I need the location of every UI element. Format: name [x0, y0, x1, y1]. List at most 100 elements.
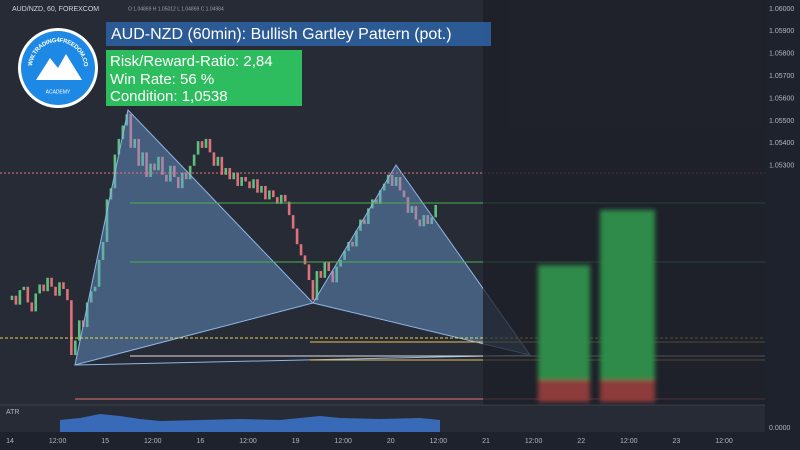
title-box [106, 22, 491, 46]
candle [10, 295, 14, 300]
candle [54, 286, 57, 296]
candle [30, 302, 34, 312]
time-label: 21 [482, 438, 490, 445]
blurred-boxes [538, 210, 655, 402]
candle [133, 138, 137, 148]
candle [74, 340, 77, 356]
candle [208, 138, 212, 153]
candle [331, 271, 335, 283]
stop-box [538, 380, 590, 402]
candle [200, 141, 204, 148]
candle [363, 219, 366, 225]
candle [117, 138, 121, 155]
candle [299, 244, 303, 256]
candle [62, 282, 65, 289]
candle [212, 152, 216, 166]
candle [77, 320, 81, 341]
candle [323, 262, 327, 278]
candle [335, 266, 338, 283]
candle [50, 277, 53, 287]
target-box [600, 210, 655, 380]
candle [14, 295, 18, 305]
candle [18, 290, 22, 305]
atr-histogram [60, 414, 440, 432]
price-label: 1.05300 [769, 163, 794, 170]
candle [248, 181, 251, 189]
candle [169, 165, 172, 182]
candle [228, 168, 232, 180]
candle [224, 168, 228, 175]
logo-mountain [36, 54, 82, 80]
candle [398, 177, 402, 191]
stat-line: Risk/Reward-Ratio: 2,84 [110, 53, 273, 70]
pattern-xab [74, 108, 314, 366]
candle [347, 241, 350, 251]
candle [66, 289, 69, 301]
time-label: 22 [577, 438, 585, 445]
candle [402, 190, 406, 198]
target-box [538, 265, 590, 380]
time-label: 12:00 [620, 438, 638, 445]
candle [220, 156, 224, 175]
atr-axis-label: 0.0000 [769, 425, 791, 432]
stats-box [106, 50, 302, 106]
price-label: 1.05700 [769, 73, 794, 80]
candle [378, 190, 382, 204]
candle [374, 199, 378, 204]
price-label: 1.05500 [769, 118, 794, 125]
candle [434, 205, 437, 218]
candle [386, 174, 390, 184]
time-label: 19 [292, 438, 300, 445]
candle [204, 138, 208, 148]
candle [34, 293, 38, 312]
time-label: 20 [387, 438, 395, 445]
ohlc: O 1.04869 H 1.05012 L 1.04869 C 1.04984 [128, 6, 224, 12]
pattern-xd [74, 354, 531, 366]
candle [295, 228, 299, 245]
candle [394, 177, 398, 186]
candle [157, 156, 160, 171]
candle [327, 262, 331, 272]
candle [58, 282, 61, 296]
overlay-title: AUD-NZD (60min): Bullish Gartley Pattern… [111, 26, 452, 43]
candle [153, 163, 156, 171]
candle [414, 206, 418, 220]
time-label: 12:00 [49, 438, 67, 445]
candle [406, 197, 410, 213]
candle [121, 125, 125, 139]
candle [252, 179, 255, 189]
time-label: 14 [6, 438, 14, 445]
price-label: 1.05600 [769, 95, 794, 102]
symbol: AUD/NZD, 60, FOREXCOM [12, 6, 99, 13]
candle [196, 141, 200, 155]
candle [291, 215, 295, 229]
stop-box [600, 380, 655, 402]
stat-line: Win Rate: 56 % [110, 71, 214, 88]
candle [22, 286, 26, 291]
candle [105, 199, 109, 242]
price-axis [765, 0, 800, 450]
candle [390, 174, 394, 186]
candles [10, 114, 437, 356]
candle [46, 277, 49, 292]
candle [264, 185, 267, 200]
price-label: 1.05400 [769, 140, 794, 147]
candle [38, 284, 41, 294]
pattern-bcd [312, 164, 532, 356]
candle [307, 264, 311, 281]
candle [216, 156, 220, 166]
candle [173, 165, 176, 177]
candle [97, 259, 101, 287]
candle [311, 280, 315, 301]
price-axis-labels: 1.06000 1.05900 1.05800 1.05700 1.05600 1.055… [769, 6, 794, 170]
logo-academy: ACADEMY [46, 89, 71, 95]
candle [287, 201, 291, 216]
candle [339, 259, 342, 267]
candle [165, 174, 168, 182]
time-label: 12:00 [715, 438, 733, 445]
candle [422, 215, 426, 227]
candle [260, 185, 263, 193]
candle [343, 250, 346, 260]
price-label: 1.06000 [769, 6, 794, 13]
